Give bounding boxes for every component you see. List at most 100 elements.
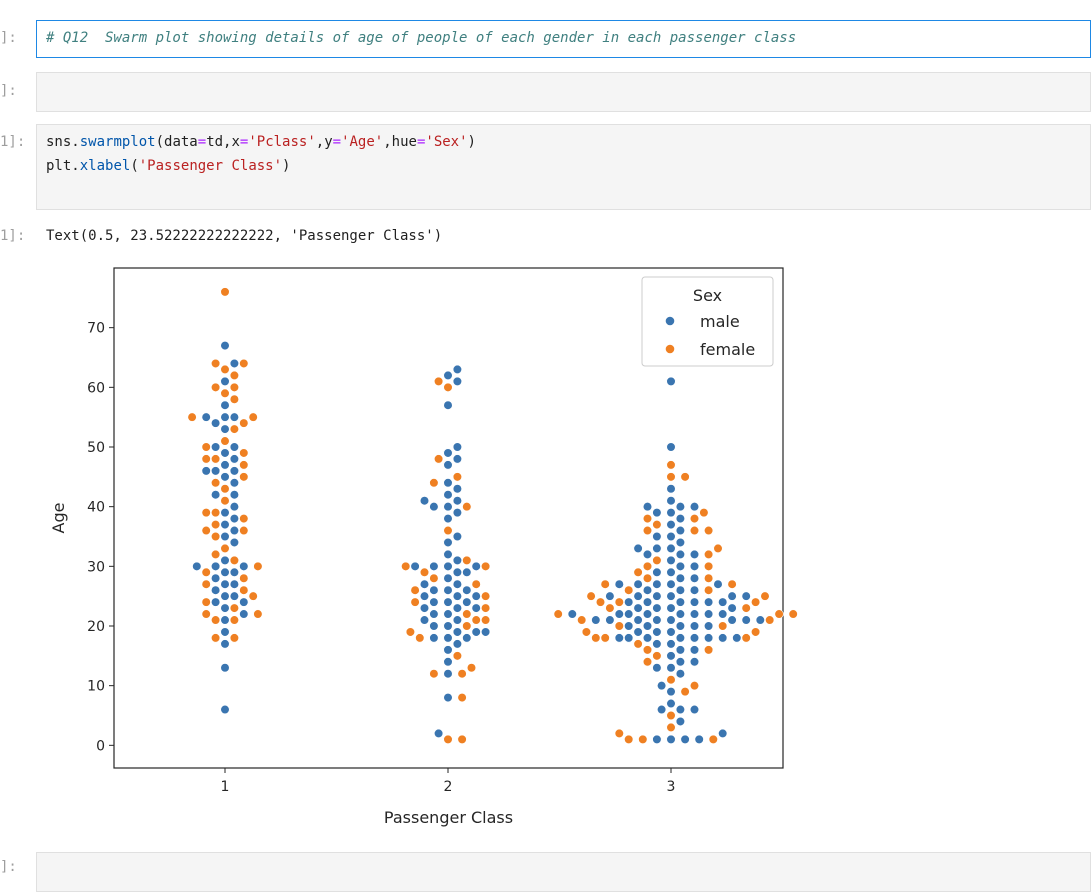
swarm-point-male [675, 537, 686, 548]
swarm-point-male [452, 591, 463, 601]
y-tick-label: 10 [87, 679, 105, 695]
code-comment: # Q12 Swarm plot showing details of age … [46, 30, 797, 46]
swarm-point-female [239, 525, 249, 536]
swarm-point-female [774, 609, 784, 619]
code-cell-swarmplot[interactable]: sns.swarmplot(data=td,x='Pclass',y='Age'… [36, 124, 1091, 210]
swarm-point-male [666, 543, 676, 554]
swarm-point-female [457, 692, 467, 703]
swarm-point-male [471, 591, 481, 601]
swarm-point-male [666, 376, 676, 386]
code-cell-empty[interactable] [36, 852, 1091, 892]
code-cell-empty[interactable] [36, 72, 1091, 112]
swarm-point-male [689, 609, 700, 619]
swarm-point-male [652, 531, 662, 542]
swarm-point-male [713, 579, 723, 589]
swarm-point-male [689, 704, 700, 715]
swarm-point-male [419, 579, 430, 589]
swarm-point-female [703, 573, 714, 583]
swarm-point-male [689, 633, 700, 643]
swarm-point-female [605, 603, 615, 613]
x-tick-label: 2 [444, 779, 453, 795]
swarm-point-male [666, 698, 676, 709]
swarm-point-male [727, 591, 737, 601]
swarm-point-female [201, 567, 211, 577]
swarm-point-female [239, 460, 249, 470]
swarm-point-male [443, 370, 453, 380]
swarm-point-male [642, 597, 653, 607]
code-cell-comment[interactable]: # Q12 Swarm plot showing details of age … [36, 20, 1091, 58]
swarm-point-male [211, 597, 221, 607]
swarm-point-male [443, 609, 453, 619]
swarm-point-female [239, 585, 249, 595]
swarm-point-female [229, 370, 239, 380]
swarm-point-male [452, 442, 463, 452]
y-tick-label: 70 [87, 321, 105, 337]
swarm-point-male [614, 609, 624, 619]
swarm-point-male [656, 704, 667, 715]
swarm-point-male [689, 621, 700, 631]
swarm-point-male [666, 615, 676, 625]
swarm-point-male [229, 579, 239, 589]
swarm-point-male [675, 525, 686, 536]
swarm-point-female [633, 639, 643, 649]
swarm-point-female [220, 388, 230, 398]
swarm-point-male [689, 597, 700, 607]
swarm-point-male [666, 639, 676, 649]
swarm-point-male [689, 502, 700, 512]
swarm-point-male [694, 734, 704, 744]
swarm-point-male [239, 597, 249, 607]
swarm-point-female [419, 567, 430, 577]
swarm-point-female [642, 561, 653, 571]
swarm-point-male [452, 496, 463, 506]
y-tick-label: 40 [87, 500, 105, 516]
swarm-point-female [750, 627, 761, 637]
swarm-point-male [652, 579, 662, 589]
swarm-point-female [457, 734, 467, 744]
swarm-point-male [452, 376, 463, 386]
swarm-point-male [652, 508, 662, 518]
swarm-point-male [443, 460, 453, 470]
swarm-point-female [481, 591, 491, 601]
swarm-point-female [750, 597, 761, 607]
swarm-point-male [652, 627, 662, 637]
swarm-point-male [633, 591, 643, 601]
swarm-point-male [429, 609, 439, 619]
swarm-point-male [666, 496, 676, 506]
swarm-point-male [666, 651, 676, 661]
swarm-point-male [419, 615, 430, 625]
swarm-point-female [481, 603, 491, 613]
swarm-point-male [452, 531, 463, 542]
swarm-point-female [211, 508, 221, 518]
swarm-point-male [443, 513, 453, 524]
swarm-point-male [429, 502, 439, 512]
swarm-point-female [666, 710, 676, 721]
swarm-point-female [211, 633, 221, 643]
swarm-point-female [614, 597, 624, 607]
swarm-point-female [466, 663, 477, 673]
swarm-point-male [220, 531, 230, 542]
swarm-point-female [586, 591, 596, 601]
swarm-point-male [462, 567, 472, 577]
swarm-point-male [443, 645, 453, 655]
swarm-point-male [633, 615, 643, 625]
swarm-point-male [633, 627, 643, 637]
swarm-point-male [675, 609, 686, 619]
swarm-point-female [600, 579, 610, 589]
swarm-point-male [462, 633, 472, 643]
output-text: Text(0.5, 23.52222222222222, 'Passenger … [46, 228, 443, 244]
swarm-point-male [666, 579, 676, 589]
swarm-point-male [452, 627, 463, 637]
swarm-point-male [675, 645, 686, 655]
swarm-point-male [220, 508, 230, 518]
swarm-point-female [220, 436, 230, 446]
swarm-point-male [462, 585, 472, 595]
swarm-point-male [675, 657, 686, 667]
swarm-point-male [443, 502, 453, 512]
swarm-point-female [666, 675, 676, 685]
swarm-point-male [642, 633, 653, 643]
swarm-point-female [443, 382, 453, 392]
swarm-point-male [703, 633, 714, 643]
swarm-point-female [229, 394, 239, 404]
swarm-point-male [429, 561, 439, 571]
swarm-point-male [220, 448, 230, 458]
